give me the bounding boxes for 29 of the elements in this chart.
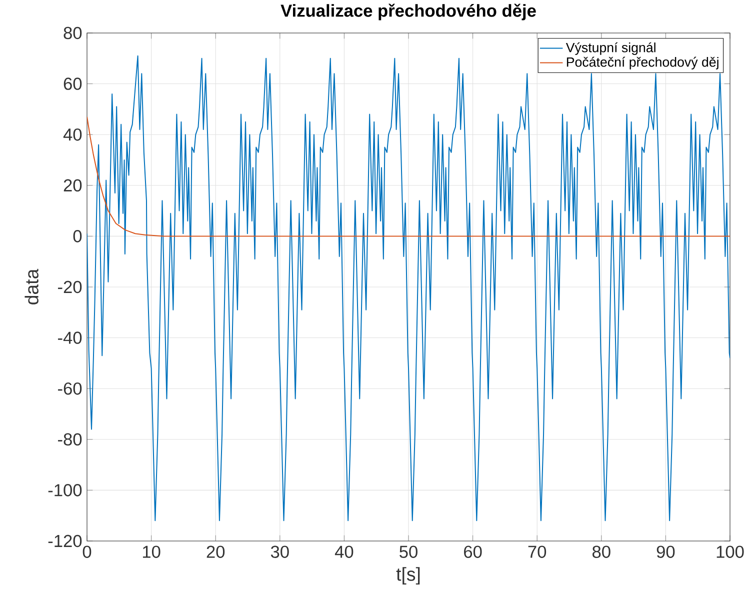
x-tick-label: 40: [334, 546, 354, 558]
x-tick-label: 0: [82, 546, 92, 558]
y-tick-label: -80: [58, 433, 82, 446]
y-tick-label: -60: [58, 382, 82, 395]
x-tick-label: 70: [528, 546, 546, 558]
legend-label: Počáteční přechodový děj: [566, 56, 718, 70]
legend-label: Výstupní signál: [566, 42, 656, 55]
chart-title: Vizualizace přechodového děje: [280, 4, 536, 20]
y-tick-label: -120: [48, 534, 82, 548]
x-tick-label: 10: [142, 546, 160, 558]
y-tick-label: 80: [64, 26, 82, 40]
y-tick-label: -40: [58, 332, 82, 344]
x-tick-label: 60: [464, 546, 482, 558]
x-tick-label: 50: [400, 546, 418, 558]
x-tick-label: 20: [206, 546, 225, 558]
y-tick-label: -20: [58, 280, 82, 294]
x-axis-title: t[s]: [396, 567, 420, 585]
line-series: [87, 116, 730, 237]
x-tick-label: 90: [656, 546, 675, 558]
y-tick-label: 40: [63, 128, 82, 141]
y-tick-label: 0: [73, 230, 82, 242]
x-tick-label: 30: [270, 546, 289, 558]
y-tick-label: 20: [64, 179, 82, 192]
line-series: [87, 55, 730, 522]
y-axis-title: data: [24, 268, 38, 304]
y-tick-label: -100: [48, 484, 82, 496]
y-tick-label: 60: [64, 78, 82, 90]
x-tick-label: 80: [592, 546, 610, 558]
x-tick-label: 100: [716, 546, 744, 558]
